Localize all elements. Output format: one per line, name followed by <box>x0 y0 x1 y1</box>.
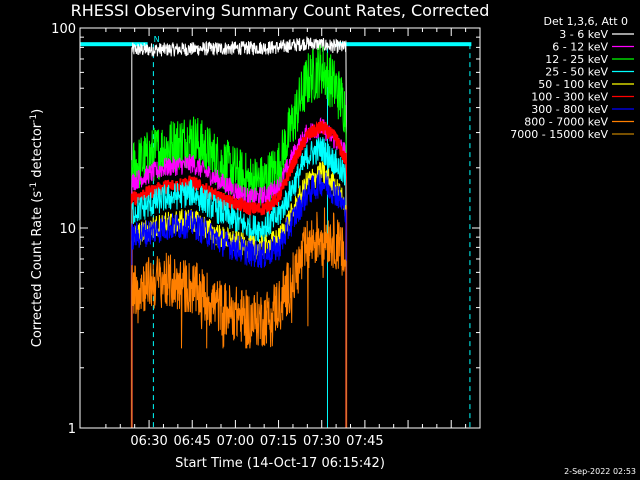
cyan-marker-bar-0 <box>80 42 148 47</box>
series-line-5 <box>130 120 348 428</box>
legend-label-1: 6 - 12 keV <box>552 41 608 54</box>
y-axis-ticks: 1 10 100 <box>51 22 480 437</box>
marker-n-label: N <box>154 35 160 44</box>
legend-label-6: 300 - 800 keV <box>531 103 608 116</box>
x-tick-label-1: 06:45 <box>173 434 210 449</box>
series-line-3 <box>131 137 347 428</box>
y-tick-label-1: 10 <box>59 222 76 237</box>
legend-label-7: 800 - 7000 keV <box>524 116 608 129</box>
x-tick-label-2: 07:00 <box>217 434 254 449</box>
timestamp: 2-Sep-2022 02:53 <box>564 467 636 476</box>
series-line-4 <box>131 161 347 428</box>
y-axis-label: Corrected Count Rate (s-1 detector-1) <box>29 109 45 347</box>
series-line-6 <box>131 170 347 428</box>
legend-title: Det 1,3,6, Att 0 <box>544 15 628 28</box>
legend-label-5: 100 - 300 keV <box>531 91 608 104</box>
cyan-marker-bar-1 <box>336 42 472 47</box>
y-tick-label-2: 100 <box>51 22 76 37</box>
x-axis-ticks: 06:30 06:45 07:00 07:15 07:30 07:45 <box>105 28 467 449</box>
plot-area: N <box>79 27 481 429</box>
chart-title: RHESSI Observing Summary Count Rates, Co… <box>71 1 490 20</box>
x-axis-label: Start Time (14-Oct-17 06:15:42) <box>175 456 385 471</box>
x-tick-label-4: 07:30 <box>303 434 340 449</box>
series-line-7 <box>131 207 347 428</box>
legend-label-2: 12 - 25 keV <box>545 53 608 66</box>
series-line-0 <box>131 36 347 428</box>
y-tick-label-0: 1 <box>68 422 76 437</box>
x-tick-label-5: 07:45 <box>346 434 383 449</box>
legend-label-0: 3 - 6 keV <box>559 28 608 41</box>
x-tick-label-0: 06:30 <box>130 434 167 449</box>
legend-label-8: 7000 - 15000 keV <box>510 128 608 141</box>
legend-label-4: 50 - 100 keV <box>538 78 608 91</box>
legend-label-3: 25 - 50 keV <box>545 66 608 79</box>
x-tick-label-3: 07:15 <box>260 434 297 449</box>
